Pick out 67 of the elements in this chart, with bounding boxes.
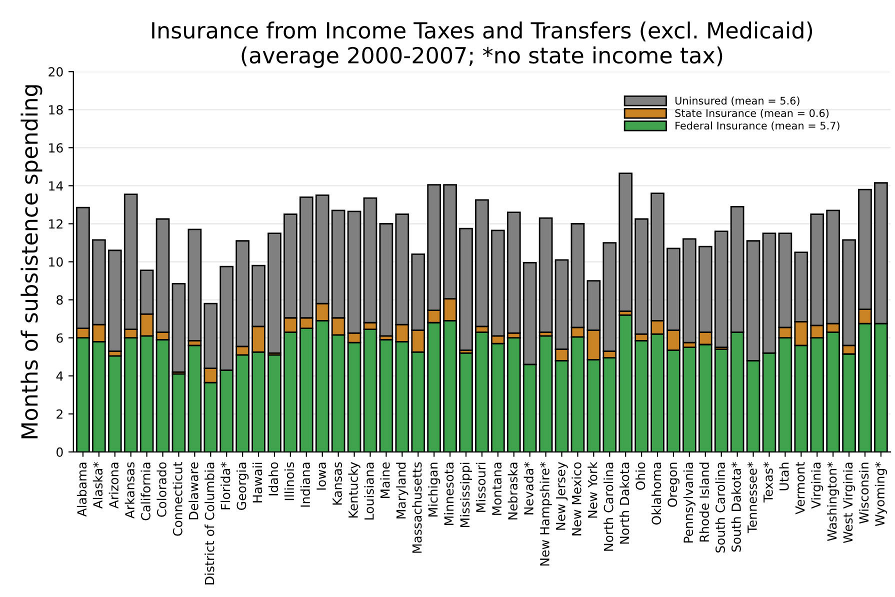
x-tick-label: Iowa [316,462,326,490]
x-tick-label: South Carolina [715,462,725,553]
x-tick-label: Colorado [156,462,166,517]
legend-label: Uninsured (mean = 5.6) [675,96,800,106]
x-tick-label: California [140,462,150,520]
x-tick-label: Alabama [76,462,87,517]
x-tick-label: Vermont [795,462,805,514]
y-tick-label: 8 [56,295,63,305]
x-tick-label: Florida* [220,462,230,510]
x-tick-label: Missouri [476,462,486,512]
x-tick-label: Washington* [827,462,840,541]
y-tick-label: 12 [49,219,62,229]
y-tick-label: 4 [56,372,63,381]
x-tick-label: New Hampshire* [540,462,552,566]
y-tick-label: 2 [56,409,62,419]
x-tick-label: Louisiana [364,462,374,520]
x-tick-label: Utah [779,462,789,490]
x-tick-label: Ohio [636,462,646,490]
y-tick-label: 6 [56,333,63,343]
x-tick-label: New Jersey [556,462,568,530]
legend-label: State Insurance (mean = 0.6) [675,109,829,118]
x-tick-label: Oklahoma [651,462,662,525]
x-tick-label: Tennessee* [747,462,757,534]
x-tick-label: Illinois [284,462,294,500]
x-tick-label: North Carolina [604,462,614,551]
x-tick-label: Arkansas [124,462,134,519]
x-tick-label: Michigan [428,462,440,516]
x-tick-label: Georgia [236,462,249,510]
x-tick-label: Connecticut [172,462,182,536]
legend-label: Federal Insurance (mean = 5.7) [676,122,840,131]
y-tick-label: 18 [49,105,63,115]
y-tick-label: 14 [49,181,63,190]
x-tick-label: Virginia [811,462,824,509]
x-tick-label: Maine [380,462,390,498]
x-tick-label: Pennsylvania [683,462,696,543]
x-tick-label: Mississippi [460,462,472,528]
x-tick-label: Indiana [300,462,310,507]
x-tick-label: Delaware [188,462,198,520]
x-tick-label: Texas* [763,462,773,502]
x-tick-label: Hawaii [252,462,262,502]
x-tick-label: Wyoming* [874,462,887,526]
y-axis-title: Months of subsistence spending [20,85,42,438]
x-tick-label: New Mexico [572,462,582,536]
x-tick-label: Nebraska [508,462,518,520]
y-tick-label: 16 [49,143,63,153]
x-tick-label: Nevada* [524,462,534,514]
x-tick-label: Kansas [332,462,342,505]
chart-title: Insurance from Income Taxes and Transfers (excl. Medicaid) (average 2000-2007; *no state income tax) [152,22,812,68]
x-tick-label: Maryland [396,462,408,518]
x-tick-label: New York [588,462,598,518]
x-tick-label: Alaska* [92,462,103,509]
x-tick-label: Idaho [268,462,278,496]
x-tick-label: Montana [492,462,502,515]
x-tick-label: Wisconsin [858,462,869,524]
y-tick-label: 20 [48,67,63,77]
x-tick-label: West Virginia [842,462,856,544]
x-tick-label: Oregon [668,462,680,507]
x-tick-label: South Dakota* [731,462,741,552]
x-tick-label: Massachusetts [412,462,422,553]
y-tick-label: 10 [49,257,63,267]
y-tick-label: 0 [56,447,63,457]
x-tick-label: Arizona [108,462,119,509]
x-tick-label: Minnesota [444,462,454,525]
x-tick-label: Kentucky [348,462,360,518]
x-tick-label: District of Columbia [204,462,214,584]
x-tick-label: North Dakota [620,462,630,544]
x-tick-label: Rhode Island [699,462,710,542]
